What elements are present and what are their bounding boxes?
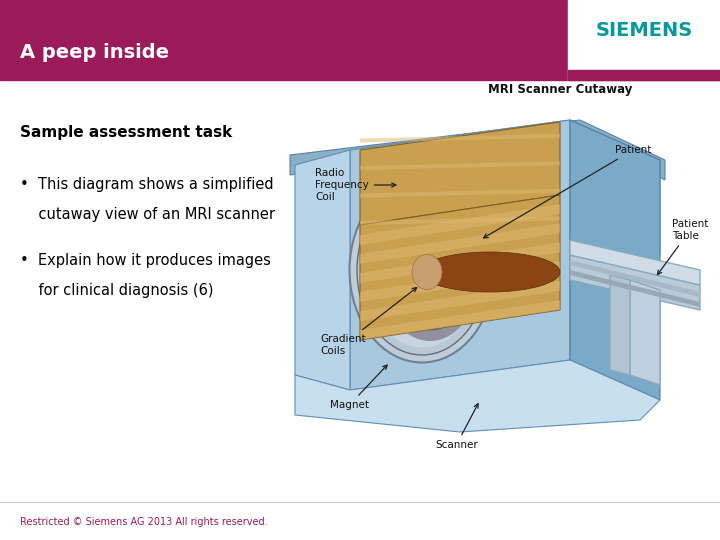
- Text: SIEMENS: SIEMENS: [595, 21, 693, 40]
- Ellipse shape: [407, 232, 462, 316]
- Text: for clinical diagnosis (6): for clinical diagnosis (6): [20, 282, 214, 298]
- Polygon shape: [570, 260, 700, 297]
- Polygon shape: [295, 360, 660, 432]
- Text: Magnet: Magnet: [330, 365, 387, 410]
- Polygon shape: [360, 204, 560, 245]
- Polygon shape: [570, 240, 700, 285]
- Text: Restricted © Siemens AG 2013 All rights reserved.: Restricted © Siemens AG 2013 All rights …: [20, 517, 268, 527]
- Ellipse shape: [412, 254, 442, 289]
- Polygon shape: [360, 223, 560, 264]
- Ellipse shape: [357, 185, 487, 355]
- Polygon shape: [290, 120, 665, 180]
- Bar: [568, 70, 720, 80]
- Ellipse shape: [420, 252, 560, 292]
- Text: A peep inside: A peep inside: [20, 43, 169, 62]
- Polygon shape: [570, 255, 700, 310]
- Polygon shape: [360, 134, 560, 143]
- Text: •  Explain how it produces images: • Explain how it produces images: [20, 253, 271, 267]
- Ellipse shape: [392, 215, 472, 330]
- Polygon shape: [630, 280, 660, 385]
- Polygon shape: [360, 300, 560, 340]
- Bar: [568, 0, 720, 80]
- Text: Gradient
Coils: Gradient Coils: [320, 288, 417, 356]
- Text: Scanner: Scanner: [435, 404, 478, 450]
- Polygon shape: [360, 217, 560, 225]
- Text: cutaway view of an MRI scanner: cutaway view of an MRI scanner: [20, 207, 275, 222]
- Polygon shape: [360, 261, 560, 302]
- Text: Sample assessment task: Sample assessment task: [20, 125, 233, 139]
- Polygon shape: [360, 161, 560, 170]
- Polygon shape: [570, 120, 660, 400]
- Polygon shape: [360, 242, 560, 283]
- Text: Patient
Table: Patient Table: [657, 219, 708, 275]
- Polygon shape: [360, 189, 560, 198]
- Text: Patient: Patient: [484, 145, 652, 238]
- Polygon shape: [350, 120, 660, 255]
- Polygon shape: [570, 270, 700, 307]
- Polygon shape: [360, 195, 560, 340]
- Polygon shape: [360, 281, 560, 321]
- Ellipse shape: [349, 178, 495, 362]
- Polygon shape: [295, 150, 350, 390]
- Text: MRI Scanner Cutaway: MRI Scanner Cutaway: [488, 84, 632, 97]
- Ellipse shape: [380, 203, 480, 341]
- Bar: [0, 0, 720, 80]
- Ellipse shape: [364, 192, 480, 348]
- Text: Radio
Frequency
Coil: Radio Frequency Coil: [315, 168, 396, 201]
- Polygon shape: [360, 122, 560, 225]
- Polygon shape: [610, 275, 630, 375]
- Text: •  This diagram shows a simplified: • This diagram shows a simplified: [20, 178, 274, 192]
- Polygon shape: [350, 120, 570, 390]
